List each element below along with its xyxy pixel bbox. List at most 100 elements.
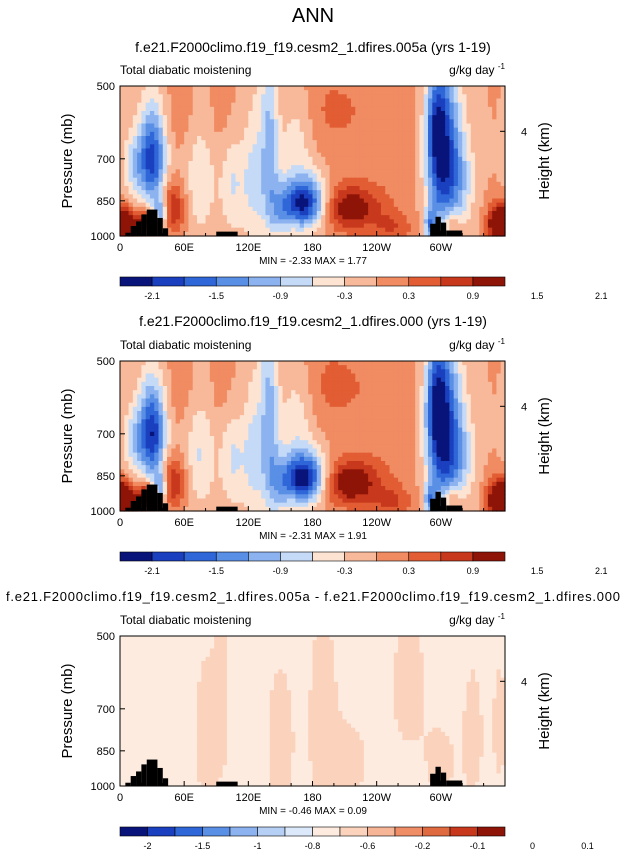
heatmap-cell	[453, 406, 459, 412]
heatmap-cell	[329, 127, 335, 133]
heatmap-cell	[256, 194, 262, 200]
heatmap-cell	[333, 165, 339, 170]
heatmap-cell	[398, 140, 403, 145]
heatmap-cell	[145, 119, 151, 125]
heatmap-cell	[406, 402, 412, 408]
heatmap-cell	[299, 436, 305, 441]
heatmap-cell	[175, 386, 181, 391]
heatmap-cell	[188, 177, 194, 183]
heatmap-cell	[171, 219, 177, 225]
heatmap-cell	[487, 165, 493, 170]
heatmap-cell	[380, 86, 386, 91]
heatmap-cell	[462, 223, 468, 229]
heatmap-cell	[346, 369, 352, 375]
heatmap-cell	[184, 206, 190, 212]
heatmap-cell	[415, 402, 421, 408]
heatmap-cell	[291, 106, 296, 112]
heatmap-cell	[145, 131, 151, 137]
heatmap-cell	[457, 186, 463, 191]
heatmap-cell	[269, 419, 275, 425]
heatmap-cell	[445, 394, 450, 400]
heatmap-cell	[124, 173, 130, 179]
heatmap-cell	[496, 402, 502, 408]
heatmap-cell	[398, 419, 403, 425]
heatmap-cell	[492, 423, 498, 429]
heatmap-cell	[351, 111, 356, 116]
heatmap-cell	[351, 215, 356, 220]
heatmap-cell	[363, 390, 369, 395]
heatmap-cell	[214, 427, 219, 433]
heatmap-cell	[261, 223, 267, 229]
heatmap-cell	[410, 169, 416, 175]
heatmap-cell	[282, 390, 288, 395]
heatmap-cell	[372, 415, 378, 420]
heatmap-cell	[226, 365, 232, 370]
heatmap-cell	[329, 111, 335, 116]
heatmap-cell	[175, 177, 181, 183]
heatmap-cell	[338, 231, 344, 237]
heatmap-cell	[235, 361, 241, 366]
heatmap-cell	[252, 394, 258, 400]
heatmap-cell	[428, 119, 433, 125]
heatmap-cell	[475, 90, 480, 95]
heatmap-cell	[248, 419, 254, 425]
heatmap-cell	[256, 140, 262, 145]
heatmap-cell	[487, 215, 493, 220]
heatmap-cell	[500, 140, 506, 145]
heatmap-cell	[466, 381, 472, 387]
heatmap-cell	[274, 115, 279, 120]
heatmap-cell	[291, 102, 296, 108]
heatmap-cell	[312, 211, 318, 216]
heatmap-cell	[299, 156, 305, 162]
heatmap-cell	[470, 106, 476, 112]
heatmap-cell	[248, 202, 254, 208]
heatmap-cell	[432, 94, 438, 100]
heatmap-cell	[308, 411, 314, 416]
heatmap-cell	[201, 127, 207, 133]
heatmap-cell	[286, 152, 292, 158]
heatmap-cell	[389, 419, 395, 425]
heatmap-cell	[128, 190, 134, 195]
heatmap-cell	[179, 173, 185, 179]
heatmap-cell	[500, 169, 506, 175]
heatmap-cell	[265, 411, 271, 416]
heatmap-cell	[252, 436, 258, 441]
heatmap-cell	[252, 148, 258, 154]
heatmap-cell	[179, 381, 185, 387]
heatmap-cell	[479, 202, 485, 208]
heatmap-cell	[239, 415, 245, 420]
heatmap-cell	[158, 123, 164, 129]
heatmap-cell	[137, 156, 142, 162]
heatmap-cell	[415, 148, 421, 154]
heatmap-cell	[261, 165, 267, 170]
heatmap-cell	[393, 398, 399, 404]
heatmap-cell	[218, 177, 224, 183]
heatmap-cell	[351, 398, 356, 404]
heatmap-cell	[145, 394, 151, 400]
heatmap-cell	[393, 106, 399, 112]
heatmap-cell	[470, 394, 476, 400]
heatmap-cell	[282, 227, 288, 233]
heatmap-cell	[231, 111, 237, 116]
colorbar-box	[215, 276, 249, 287]
heatmap-cell	[218, 115, 224, 120]
heatmap-cell	[483, 211, 489, 216]
heatmap-cell	[368, 102, 373, 108]
heatmap-cell	[389, 144, 395, 150]
heatmap-cell	[299, 365, 305, 370]
heatmap-cell	[372, 411, 378, 416]
heatmap-cell	[201, 423, 207, 429]
heatmap-cell	[376, 169, 382, 175]
heatmap-cell	[286, 390, 292, 395]
heatmap-cell	[231, 419, 237, 425]
heatmap-cell	[201, 102, 207, 108]
heatmap-cell	[149, 148, 155, 154]
heatmap-cell	[393, 231, 399, 237]
heatmap-cell	[363, 361, 369, 366]
heatmap-cell	[342, 111, 348, 116]
heatmap-cell	[248, 227, 254, 233]
heatmap-cell	[261, 161, 267, 166]
heatmap-cell	[145, 423, 151, 429]
heatmap-cell	[158, 394, 164, 400]
heatmap-cell	[128, 136, 134, 141]
